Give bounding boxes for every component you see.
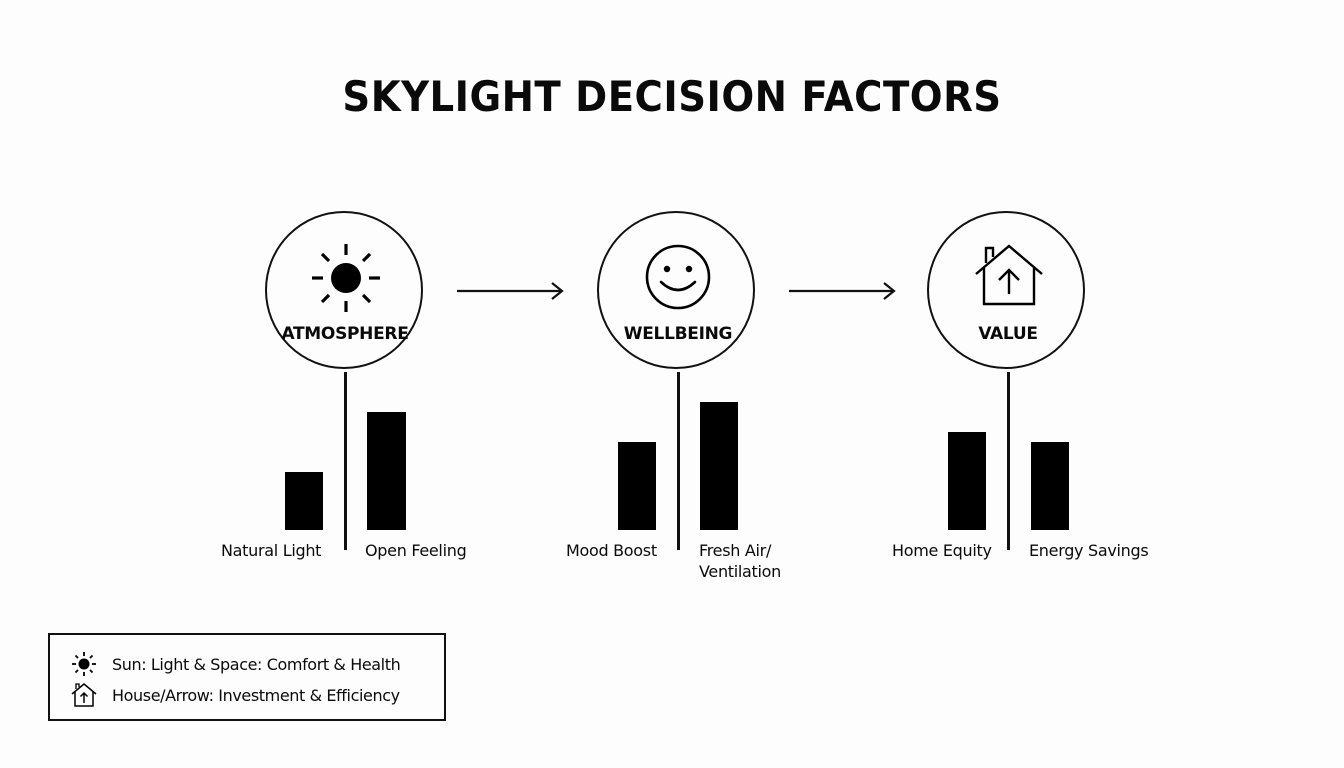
bar-label-ventilation: Ventilation xyxy=(699,562,782,581)
legend-box: Sun: Light & Space: Comfort & Health Hou… xyxy=(48,633,446,721)
legend-text-house: House/Arrow: Investment & Efficiency xyxy=(112,685,400,705)
bar-natural-light xyxy=(285,472,323,530)
bar-label-fresh-air: Fresh Air/ xyxy=(699,541,772,560)
bar-energy-savings xyxy=(1031,442,1069,530)
bar-label-home-equity: Home Equity xyxy=(892,541,992,560)
wellbeing-divider xyxy=(677,372,680,478)
bar-label-natural-light: Natural Light xyxy=(221,541,322,560)
smiley-face-icon xyxy=(645,244,711,310)
value-divider xyxy=(1007,372,1010,550)
flow-arrow-icon xyxy=(789,282,896,300)
value-label: VALUE xyxy=(978,324,1038,344)
wellbeing-label: WELLBEING xyxy=(623,324,733,344)
atmosphere-node-circle xyxy=(265,211,423,369)
bar-fresh-air xyxy=(700,402,738,530)
sun-icon xyxy=(312,244,380,312)
house-arrow-icon xyxy=(975,244,1043,306)
flow-arrow-icon xyxy=(457,282,564,300)
bar-mood-boost xyxy=(618,442,656,530)
bar-open-feeling xyxy=(367,412,406,530)
page-title: SKYLIGHT DECISION FACTORS xyxy=(342,72,1002,121)
atmosphere-label: ATMOSPHERE xyxy=(281,324,409,344)
sun-icon xyxy=(72,652,96,676)
wellbeing-node-circle xyxy=(597,211,755,369)
bar-label-energy-savings: Energy Savings xyxy=(1029,541,1149,560)
legend-item-house: House/Arrow: Investment & Efficiency xyxy=(70,682,400,708)
bar-home-equity xyxy=(948,432,986,530)
house-arrow-icon xyxy=(71,683,97,707)
wellbeing-divider-lower xyxy=(677,478,680,550)
atmosphere-divider xyxy=(344,372,347,550)
legend-item-sun: Sun: Light & Space: Comfort & Health xyxy=(70,651,401,677)
bar-label-open-feeling: Open Feeling xyxy=(365,541,467,560)
value-node-circle xyxy=(927,211,1085,369)
bar-label-mood-boost: Mood Boost xyxy=(566,541,657,560)
legend-text-sun: Sun: Light & Space: Comfort & Health xyxy=(112,654,401,674)
